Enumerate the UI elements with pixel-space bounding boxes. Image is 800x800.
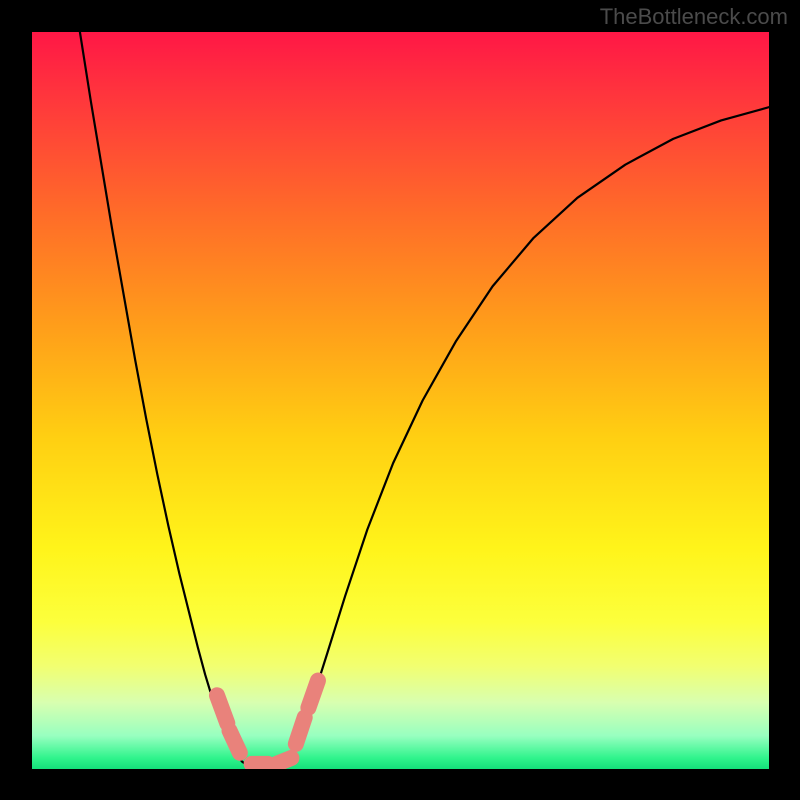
watermark-text: TheBottleneck.com xyxy=(600,4,788,30)
highlight-marker xyxy=(277,758,292,764)
highlight-marker xyxy=(217,695,227,723)
chart-svg xyxy=(32,32,769,769)
plot-area xyxy=(32,32,769,769)
highlight-marker xyxy=(308,681,318,708)
highlight-marker xyxy=(230,731,240,753)
highlight-marker xyxy=(296,717,305,744)
